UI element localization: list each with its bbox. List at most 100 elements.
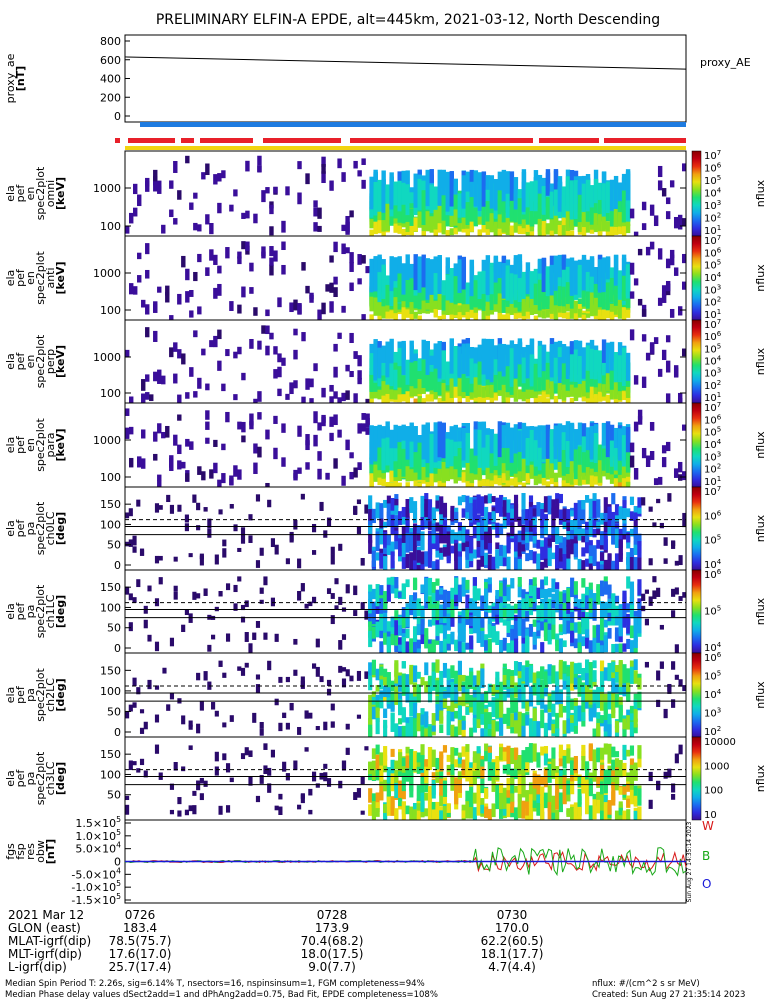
spectrogram-pixel	[371, 626, 376, 639]
spectrogram-pixel	[136, 499, 141, 507]
spectrogram-pixel	[125, 804, 130, 815]
spectrogram-pixel	[476, 588, 481, 601]
spectrogram-pixel	[245, 160, 250, 172]
spectrogram-pixel	[379, 641, 384, 653]
spectrogram-pixel	[537, 229, 543, 236]
spectrogram-pixel	[397, 225, 402, 234]
spectrogram-pixel	[273, 415, 278, 424]
spectrogram-pixel	[487, 638, 492, 653]
spectrogram-pixel	[429, 472, 434, 483]
spectrogram-pixel	[205, 163, 210, 176]
spectrogram-pixel	[389, 448, 394, 471]
spectrogram-pixel	[637, 557, 642, 570]
spectrogram-pixel	[393, 297, 398, 312]
spectrogram-pixel	[173, 218, 178, 225]
spectrogram-pixel	[321, 387, 326, 398]
spectrogram-pixel	[229, 204, 234, 212]
spectrogram-pixel	[521, 723, 526, 737]
spectrogram-pixel	[282, 712, 287, 719]
spectrogram-pixel	[373, 226, 378, 235]
spectrogram-pixel	[577, 222, 583, 233]
spectrogram-pixel	[517, 310, 523, 319]
spectrogram-pixel	[412, 626, 418, 642]
spectrogram-pixel	[345, 723, 350, 730]
spectrogram-pixel	[521, 357, 527, 384]
spectrogram-pixel	[569, 354, 575, 382]
spectrogram-pixel	[453, 469, 458, 482]
spectrogram-pixel	[461, 296, 467, 312]
spectrogram-pixel	[297, 558, 302, 569]
spectrogram-pixel	[601, 392, 607, 401]
spectrogram-pixel	[653, 478, 659, 486]
spectrogram-pixel	[517, 584, 522, 598]
spectrogram-pixel	[592, 593, 597, 606]
spectrogram-pixel	[605, 394, 611, 402]
spectrogram-pixel	[505, 375, 511, 393]
spectrogram-pixel	[457, 584, 462, 603]
energy-colorbar-label: nflux	[754, 347, 767, 375]
spectrogram-pixel	[225, 247, 230, 259]
spectrogram-pixel	[442, 625, 448, 646]
spectrogram-pixel	[329, 432, 334, 442]
spectrogram-pixel	[545, 197, 551, 220]
spectrogram-pixel	[435, 709, 440, 721]
spectrogram-pixel	[405, 263, 410, 295]
spectrogram-pixel	[390, 584, 395, 594]
spectrogram-pixel	[555, 589, 560, 601]
spectrogram-pixel	[509, 348, 515, 379]
spectrogram-pixel	[577, 308, 583, 318]
spectrogram-pixel	[349, 252, 354, 264]
spectrogram-pixel	[257, 391, 262, 402]
energy-colorbar-tick: 104	[704, 438, 722, 451]
spectrogram-pixel	[537, 474, 543, 484]
spectrogram-pixel	[317, 422, 322, 431]
spectrogram-pixel	[353, 506, 358, 515]
spectrogram-pixel	[537, 345, 543, 378]
spectrogram-pixel	[569, 218, 575, 231]
spectrogram-pixel	[465, 481, 471, 487]
spectrogram-pixel	[489, 294, 495, 311]
spectrogram-pixel	[465, 229, 471, 236]
spectrogram-pixel	[393, 369, 398, 390]
spectrogram-pixel	[330, 703, 335, 711]
spectrogram-pixel	[484, 722, 489, 737]
spectrogram-pixel	[233, 465, 238, 477]
spectrogram-pixel	[533, 440, 539, 467]
spectrogram-pixel	[525, 221, 531, 232]
spectrogram-pixel	[439, 690, 444, 711]
spectrogram-pixel	[625, 224, 631, 234]
spectrogram-pixel	[207, 528, 212, 538]
spectrogram-pixel	[525, 667, 530, 687]
spectrogram-pixel	[611, 709, 616, 719]
spectrogram-pixel	[394, 498, 399, 508]
spectrogram-pixel	[541, 391, 547, 401]
spectrogram-pixel	[337, 158, 342, 169]
spectrogram-pixel	[450, 587, 455, 595]
spectrogram-pixel	[614, 683, 620, 693]
spectrogram-pixel	[259, 587, 264, 594]
spectrogram-pixel	[472, 526, 477, 539]
proxy-ae-ylabel-line: proxy_ae	[4, 53, 17, 103]
spectrogram-pixel	[585, 521, 590, 537]
spectrogram-pixel	[401, 315, 406, 320]
spectrogram-pixel	[439, 604, 444, 623]
spectrogram-pixel	[581, 528, 586, 540]
spectrogram-pixel	[439, 620, 444, 634]
spectrogram-pixel	[259, 599, 264, 604]
spectrogram-pixel	[565, 312, 571, 320]
spectrogram-pixel	[485, 350, 491, 380]
spectrogram-pixel	[398, 698, 403, 716]
spectrogram-pixel	[424, 551, 429, 567]
spectrogram-pixel	[585, 629, 590, 649]
spectrogram-pixel	[491, 720, 496, 736]
spectrogram-pixel	[461, 630, 466, 643]
energy-ytick-label: 1000	[93, 182, 121, 195]
spectrogram-pixel	[465, 343, 471, 377]
spectrogram-pixel	[589, 207, 595, 225]
spectrogram-pixel	[199, 701, 204, 711]
spectrogram-pixel	[225, 349, 230, 357]
pa-colorbar-tick: 105	[704, 670, 721, 683]
spectrogram-pixel	[641, 201, 647, 211]
spectrogram-pixel	[125, 541, 130, 547]
spectrogram-pixel	[506, 536, 511, 554]
